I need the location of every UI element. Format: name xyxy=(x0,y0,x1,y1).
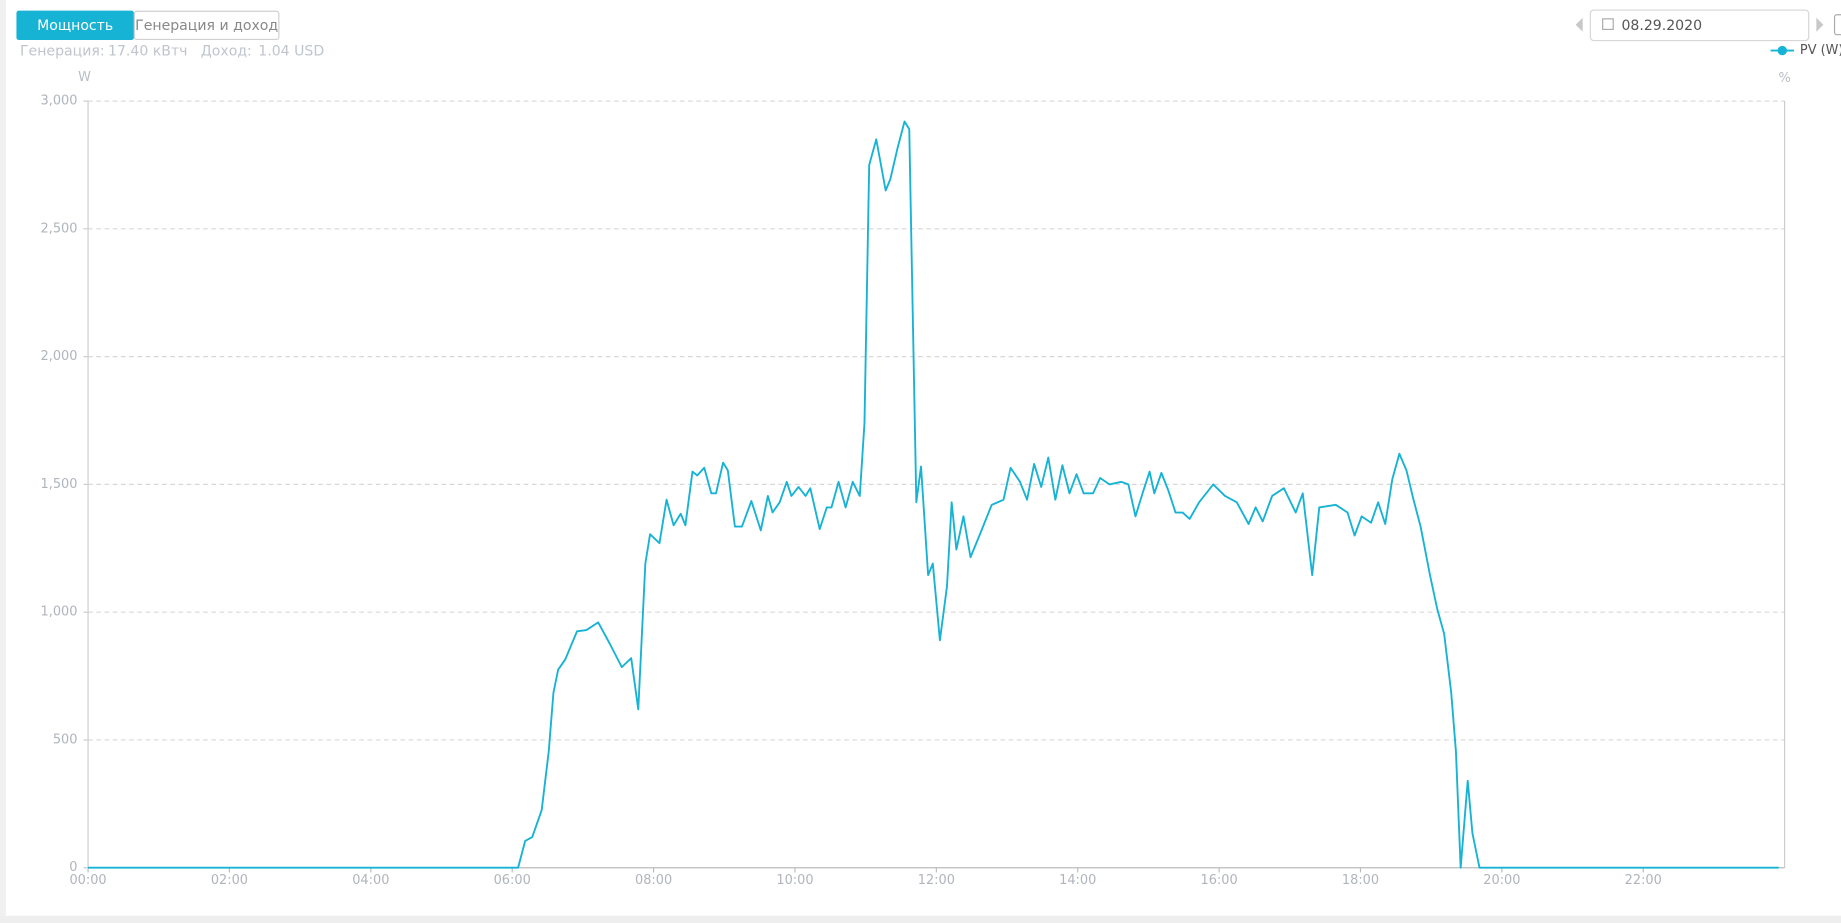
summary-label: Генерация: xyxy=(20,44,105,60)
x-tick-label: 12:00 xyxy=(918,873,955,888)
x-tick-label: 14:00 xyxy=(1059,873,1096,888)
prev-day[interactable] xyxy=(1575,17,1583,32)
legend-marker xyxy=(1777,45,1787,56)
x-tick-label: 02:00 xyxy=(211,873,248,888)
x-tick-label: 10:00 xyxy=(776,873,813,888)
summary-value: 17.40 кВтч xyxy=(108,44,187,60)
summary-value: 1.04 USD xyxy=(258,44,324,60)
tab-active[interactable] xyxy=(16,10,134,40)
y-tick-label: 2,000 xyxy=(41,349,78,364)
x-tick-label: 16:00 xyxy=(1201,873,1238,888)
panel xyxy=(5,0,1841,916)
x-tick-label: 18:00 xyxy=(1342,873,1379,888)
y-tick-label: 3,000 xyxy=(41,94,78,109)
y-unit: W xyxy=(78,70,91,85)
next-day[interactable] xyxy=(1816,17,1824,32)
date-picker[interactable] xyxy=(1589,9,1810,42)
x-tick-label: 04:00 xyxy=(352,873,389,888)
tab-label[interactable]: Мощность xyxy=(37,18,113,34)
footer-strip xyxy=(0,915,1841,923)
x-tick-label: 06:00 xyxy=(494,873,531,888)
x-tick-label: 20:00 xyxy=(1483,873,1520,888)
y-tick-label: 1,500 xyxy=(41,477,78,492)
pv-line xyxy=(88,120,1779,869)
toolbar-button[interactable] xyxy=(1833,14,1841,36)
x-tick-label: 00:00 xyxy=(69,873,106,888)
tab-label[interactable]: Генерация и доход xyxy=(135,18,278,34)
x-tick-label: 22:00 xyxy=(1625,873,1662,888)
x-tick-label: 08:00 xyxy=(635,873,672,888)
y-tick-label: 1,000 xyxy=(41,605,78,620)
y-tick-label: 500 xyxy=(53,732,78,747)
summary-label: Доход: xyxy=(201,44,252,60)
calendar-icon xyxy=(1602,18,1614,31)
y-tick-label: 0 xyxy=(69,860,77,875)
y-tick-label: 2,500 xyxy=(41,221,78,236)
legend-label: PV (W) xyxy=(1800,43,1841,58)
tab[interactable] xyxy=(133,10,280,40)
y2-unit: % xyxy=(1779,71,1791,86)
date[interactable]: 08.29.2020 xyxy=(1621,18,1702,34)
